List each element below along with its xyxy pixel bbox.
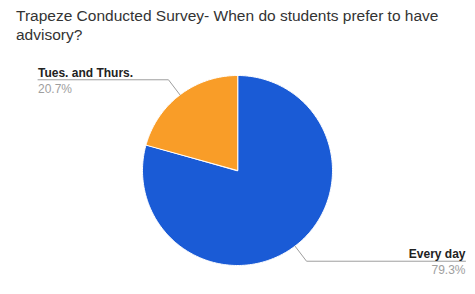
svg-text:79.3%: 79.3% bbox=[431, 263, 465, 277]
svg-text:Every day: Every day bbox=[409, 247, 466, 261]
svg-text:20.7%: 20.7% bbox=[38, 82, 72, 96]
html-text:Trapeze Conducted Survey- When: Trapeze Conducted Survey- When do studen… bbox=[16, 7, 439, 43]
svg-text:Tues. and Thurs.: Tues. and Thurs. bbox=[38, 66, 133, 80]
